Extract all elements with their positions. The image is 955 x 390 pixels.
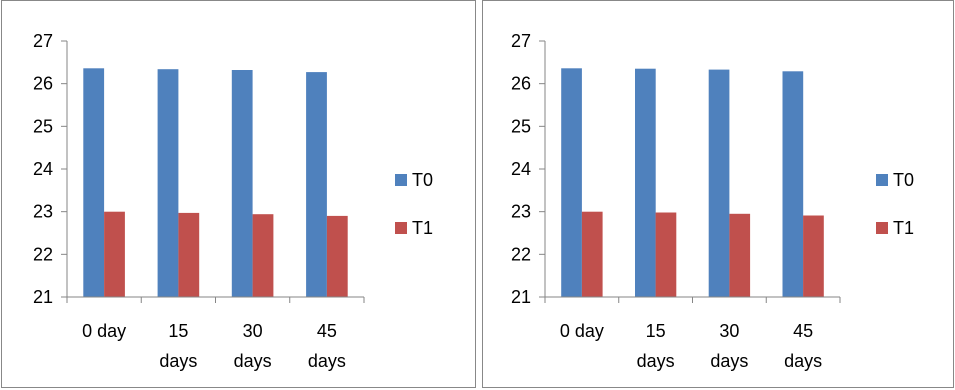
x-category-label: 45 (793, 321, 813, 341)
bar-t0-1 (635, 68, 656, 297)
legend-swatch-t0 (876, 174, 888, 186)
legend-swatch-t0 (395, 174, 407, 186)
y-tick-label: 25 (33, 116, 53, 136)
chart-panel-right: 21 22 23 24 25 26 27 0 day 15 days 30 days 45 days T0 T… (482, 0, 954, 388)
bar-t1-1 (178, 212, 200, 297)
bar-t1-2 (252, 214, 274, 297)
y-tick-label: 23 (33, 202, 53, 222)
y-tick-label: 27 (33, 31, 53, 51)
legend-label-t0: T0 (412, 170, 433, 190)
y-tick-label: 27 (511, 31, 531, 51)
legend-label-t1: T1 (412, 218, 433, 238)
y-tick-label: 24 (33, 159, 53, 179)
bar-t1-1 (655, 212, 677, 297)
chart-panel-left: 21 22 23 24 25 26 27 0 day 15 days 30 days 45 days T0 T… (1, 0, 476, 388)
x-category-label: days (234, 351, 272, 371)
x-category-label: 30 (243, 321, 263, 341)
bar-chart-right: 21 22 23 24 25 26 27 0 day 15 days 30 days 45 days T0 T… (511, 31, 914, 371)
y-tick-label: 24 (511, 159, 531, 179)
x-category-label: 0 day (82, 321, 126, 341)
x-category-label: days (784, 351, 822, 371)
bar-t1-2 (729, 213, 751, 297)
x-category-label: days (710, 351, 748, 371)
bar-t0-2 (231, 70, 253, 297)
bar-t1-0 (581, 211, 603, 297)
bar-t0-3 (306, 72, 327, 297)
bar-t0-3 (782, 71, 804, 297)
x-category-label: 0 day (560, 321, 604, 341)
x-category-label: 15 (646, 321, 666, 341)
y-tick-label: 22 (511, 244, 531, 264)
bar-t0-0 (561, 68, 582, 297)
y-tick-label: 26 (33, 74, 53, 94)
x-category-label: 30 (719, 321, 739, 341)
bar-t1-3 (803, 215, 824, 297)
y-tick-label: 21 (33, 287, 53, 307)
y-tick-label: 21 (511, 287, 531, 307)
y-tick-label: 23 (511, 202, 531, 222)
legend-swatch-t1 (395, 222, 407, 234)
x-category-label: days (308, 351, 346, 371)
x-category-label: 45 (317, 321, 337, 341)
legend-label-t0: T0 (893, 170, 914, 190)
y-tick-label: 25 (511, 116, 531, 136)
bar-chart-left: 21 22 23 24 25 26 27 0 day 15 days 30 days 45 days T0 T… (33, 31, 433, 371)
x-category-label: days (637, 351, 675, 371)
bar-t1-3 (326, 215, 348, 297)
x-category-label: days (159, 351, 197, 371)
y-tick-label: 26 (511, 74, 531, 94)
legend-swatch-t1 (876, 222, 888, 234)
y-tick-label: 22 (33, 244, 53, 264)
bar-t0-0 (83, 68, 105, 297)
x-category-label: 15 (168, 321, 188, 341)
legend-label-t1: T1 (893, 218, 914, 238)
bar-t1-0 (104, 211, 125, 297)
bar-t0-2 (708, 69, 730, 297)
bar-t0-1 (157, 69, 179, 297)
